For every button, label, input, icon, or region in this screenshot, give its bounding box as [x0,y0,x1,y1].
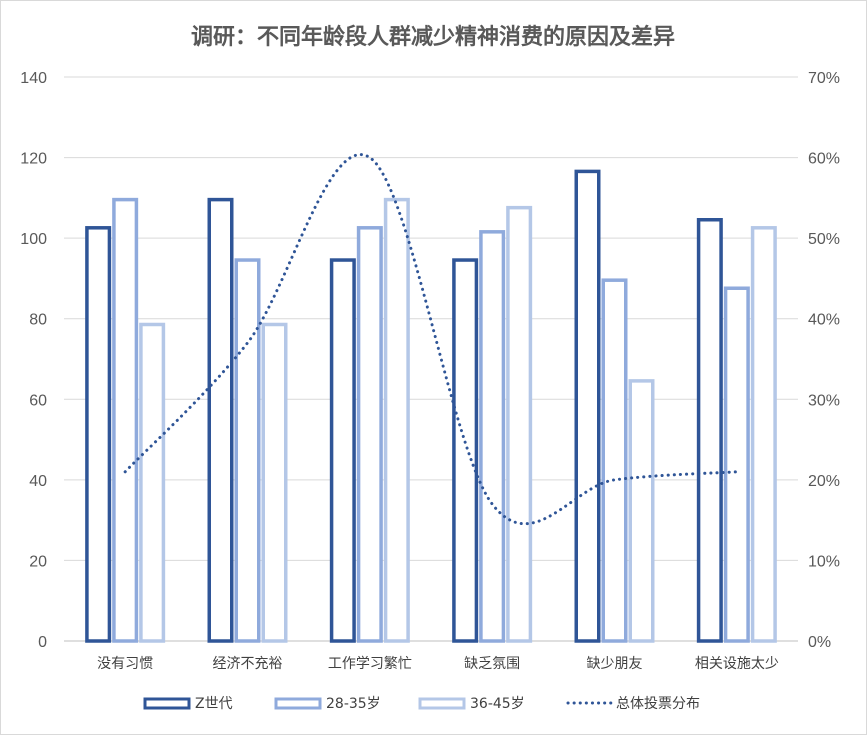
category-axis: 没有习惯 经济不充裕 工作学习繁忙 缺乏氛围 缺少朋友 相关设施太少 [97,655,779,672]
right-tick-label: 40% [808,312,840,329]
left-tick-label: 100 [20,231,47,248]
bar [356,226,383,643]
left-tick-label: 60 [29,392,47,409]
bar [723,286,750,643]
bar [479,230,506,643]
left-tick-label: 0 [38,634,47,651]
bar [207,197,234,643]
bar [85,226,112,643]
right-axis: 0% 10% 20% 30% 40% 50% 60% 70% [808,70,840,651]
legend-swatch [274,697,322,710]
legend-label: 总体投票分布 [616,696,700,712]
bar [452,258,479,643]
bar-series [85,169,777,643]
category-label: 没有习惯 [97,655,153,672]
bar [628,379,655,643]
bar [506,205,533,643]
category-label: 缺少朋友 [587,656,643,672]
left-tick-label: 20 [29,553,47,570]
right-tick-label: 10% [808,553,840,570]
legend-swatch [143,697,191,710]
gridlines [64,76,798,642]
category-label: 工作学习繁忙 [328,656,412,672]
legend-label: Z世代 [195,696,233,712]
chart-title: 调研：不同年龄段人群减少精神消费的原因及差异 [191,24,675,50]
category-label: 经济不充裕 [213,656,283,672]
bar [601,278,628,643]
category-label: 相关设施太少 [695,656,779,672]
legend-label: 36-45岁 [470,696,525,712]
left-tick-label: 120 [20,151,47,168]
right-tick-label: 50% [808,231,840,248]
bar [261,322,288,643]
bar [383,197,410,643]
bar [139,322,166,643]
legend: Z世代 28-35岁 36-45岁 总体投票分布 [143,696,700,712]
bar [329,258,356,643]
right-tick-label: 20% [808,473,840,490]
trend-line [123,153,739,526]
category-label: 缺乏氛围 [464,656,520,672]
bar [234,258,261,643]
legend-swatch [418,697,466,710]
right-tick-label: 70% [808,70,840,87]
right-tick-label: 0% [808,634,831,651]
bar [112,197,139,643]
right-tick-label: 30% [808,392,840,409]
left-tick-label: 140 [20,70,47,87]
legend-label: 28-35岁 [326,696,381,712]
left-axis: 0 20 40 60 80 100 120 140 [20,70,47,651]
bar [696,218,723,643]
bar [574,169,601,643]
left-tick-label: 40 [29,473,47,490]
right-tick-label: 60% [808,151,840,168]
left-tick-label: 80 [29,312,47,329]
bar [750,226,777,643]
line-series [123,153,739,526]
